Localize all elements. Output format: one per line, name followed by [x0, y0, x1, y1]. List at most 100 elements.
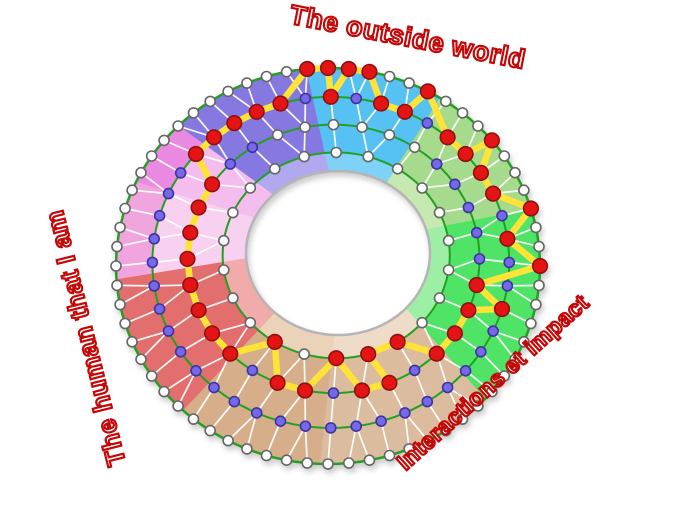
node-white	[322, 458, 334, 470]
node-white	[218, 234, 230, 247]
node-purple	[421, 395, 434, 408]
node-white	[280, 454, 293, 467]
spoke	[119, 226, 156, 240]
node-red	[419, 83, 437, 100]
node-red	[472, 164, 490, 181]
node-white	[530, 221, 542, 234]
node-white	[119, 202, 131, 215]
node-red	[373, 95, 390, 112]
node-white	[408, 141, 421, 154]
node-white	[172, 400, 184, 412]
node-purple	[496, 209, 508, 222]
node-white	[260, 70, 273, 83]
node-purple	[162, 325, 175, 337]
node-white	[299, 121, 311, 133]
node-purple	[148, 280, 160, 292]
spoke	[347, 425, 358, 464]
node-purple	[470, 226, 483, 239]
spoke	[304, 425, 309, 464]
spoke	[446, 386, 479, 407]
node-red	[248, 103, 265, 120]
spoke	[355, 425, 371, 462]
node-white	[383, 449, 396, 462]
node-white	[158, 385, 170, 398]
node-red	[353, 382, 371, 399]
node-white	[472, 400, 484, 412]
node-white	[135, 353, 147, 366]
node-purple	[162, 187, 175, 200]
node-white	[218, 264, 230, 276]
node-red	[493, 300, 511, 318]
node-white	[204, 424, 216, 437]
node-red	[319, 59, 337, 77]
node-red	[439, 129, 456, 146]
node-red	[381, 374, 398, 391]
node-white	[111, 240, 123, 253]
spoke	[150, 350, 182, 377]
node-purple	[246, 141, 259, 154]
node-purple	[375, 415, 387, 428]
node-purple	[324, 422, 337, 434]
node-white	[509, 166, 521, 179]
node-red	[522, 200, 540, 217]
spoke	[131, 330, 170, 343]
node-white	[241, 77, 253, 89]
node-white	[244, 316, 257, 329]
node-white	[222, 85, 234, 98]
node-white	[172, 120, 184, 132]
node-white	[439, 424, 452, 437]
spoke	[140, 330, 170, 361]
spoke	[329, 392, 335, 429]
node-white	[187, 107, 200, 119]
node-purple	[408, 364, 421, 377]
node-red	[299, 60, 316, 78]
spoke	[227, 412, 258, 442]
node-white	[145, 370, 158, 382]
node-white	[362, 150, 375, 163]
node-white	[187, 413, 200, 425]
node-red	[205, 129, 223, 146]
node-red	[226, 114, 243, 132]
node-white	[298, 348, 311, 360]
node-white	[126, 184, 138, 196]
node-purple	[501, 280, 514, 292]
node-white	[433, 206, 446, 219]
node-red	[204, 325, 221, 342]
node-white	[456, 413, 469, 425]
node-white	[456, 107, 469, 119]
node-purple	[350, 92, 363, 105]
node-purple	[503, 256, 516, 269]
node-white	[525, 317, 537, 330]
node-white	[114, 221, 126, 234]
spoke	[192, 386, 215, 420]
node-white	[391, 163, 404, 175]
node-white	[518, 184, 530, 196]
node-red	[272, 95, 289, 112]
node-white	[114, 298, 126, 311]
node-white	[439, 95, 452, 108]
node-red	[296, 382, 314, 399]
node-red	[446, 325, 464, 342]
node-white	[498, 370, 511, 382]
node-red	[222, 345, 239, 362]
node-red	[322, 88, 339, 105]
node-red	[428, 345, 445, 362]
node-red	[485, 185, 502, 202]
node-white	[403, 77, 415, 89]
node-white	[271, 129, 284, 141]
node-red	[179, 250, 196, 267]
node-white	[241, 443, 253, 455]
node-red	[187, 145, 205, 163]
node-red	[483, 132, 501, 149]
node-purple	[148, 233, 160, 245]
node-red	[389, 333, 406, 351]
node-red	[360, 346, 377, 363]
node-red	[457, 145, 474, 163]
node-white	[383, 129, 396, 141]
spoke	[115, 261, 154, 267]
spoke	[404, 412, 410, 450]
node-red	[531, 257, 549, 275]
node-red	[396, 103, 414, 120]
node-purple	[208, 381, 220, 394]
spoke	[404, 412, 429, 442]
